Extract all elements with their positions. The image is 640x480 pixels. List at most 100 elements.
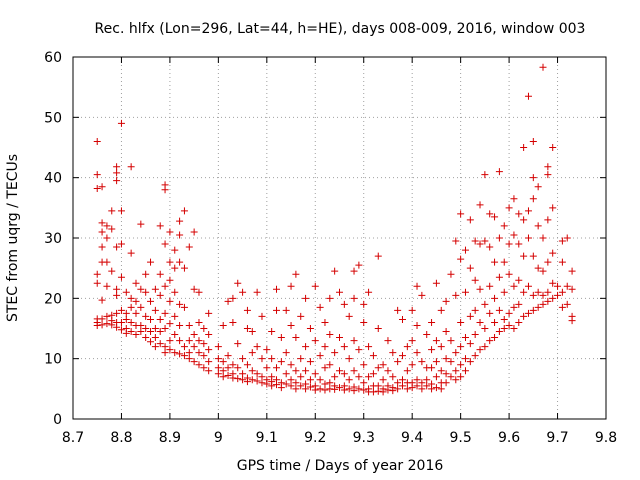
data-point [108,207,116,215]
data-point [176,217,184,225]
data-point [122,315,130,323]
data-point [122,309,130,317]
data-point [151,334,159,342]
data-point [452,376,460,384]
data-point [302,367,310,375]
data-point [374,364,382,372]
data-point [539,63,547,71]
data-point [331,267,339,275]
data-point [306,358,314,366]
data-point [539,234,547,242]
data-point [461,246,469,254]
data-point [224,352,232,360]
data-point [98,315,106,323]
data-point [466,264,474,272]
data-point [437,343,445,351]
data-point [316,303,324,311]
data-point [418,291,426,299]
data-point [336,367,343,375]
x-tick-label: 9.5 [450,430,472,446]
data-point [122,329,130,337]
data-point [442,297,450,305]
data-point [466,358,474,366]
data-point [389,349,397,357]
data-point [558,237,566,245]
data-point [292,334,300,342]
data-point [297,312,305,320]
data-point [529,252,537,260]
data-point [345,385,353,393]
data-point [277,334,285,342]
data-point [466,312,474,320]
data-point [151,285,159,293]
data-point [253,377,261,385]
data-point [466,340,474,348]
data-point [418,358,426,366]
data-point [505,309,513,317]
data-point [311,370,319,378]
data-point [176,300,184,308]
data-point [568,317,576,325]
data-point [219,373,227,381]
data-point [229,294,237,302]
data-point [316,352,324,360]
data-point [384,386,392,394]
data-point [326,379,334,387]
data-point [137,321,145,329]
data-point [495,168,503,176]
data-point [224,364,232,372]
data-point [258,312,266,320]
data-point [350,387,358,395]
data-point [486,282,494,290]
data-point [321,364,329,372]
data-point [282,380,290,388]
data-point [122,288,130,296]
data-point [442,379,450,387]
data-point [113,323,121,331]
x-tick-label: 9 [214,430,223,446]
x-tick-label: 9.2 [304,430,326,446]
y-tick-label: 30 [44,231,62,247]
data-point [166,228,174,236]
data-point [147,328,155,336]
data-point [273,285,281,293]
data-point [273,381,281,389]
data-point [239,355,247,363]
data-point [428,346,436,354]
data-point [505,321,513,329]
y-tick-label: 10 [44,352,62,368]
grid-lines [73,57,606,419]
data-point [190,285,198,293]
data-point [306,376,314,384]
data-point [331,385,339,393]
data-point [205,367,213,375]
data-point [554,291,562,299]
data-point [481,343,489,351]
data-point [93,321,101,329]
data-point [98,228,106,236]
data-point [243,325,251,332]
data-point [190,228,198,236]
data-point [413,282,421,290]
data-point [321,318,329,326]
data-point [113,285,121,293]
data-point [142,270,150,278]
data-point [93,171,101,179]
data-point [345,355,353,363]
data-point [423,382,431,390]
data-point [311,337,319,345]
data-point [471,352,479,360]
data-point [365,288,373,296]
y-tick-label: 20 [44,291,62,307]
data-point [185,337,193,345]
data-point [161,186,169,194]
data-point [510,325,518,332]
x-tick-label: 9.6 [498,430,520,446]
data-point [432,337,440,345]
data-point [428,385,436,393]
data-point [394,385,402,393]
data-point [171,246,179,254]
data-point [127,294,135,302]
data-point [156,315,164,323]
